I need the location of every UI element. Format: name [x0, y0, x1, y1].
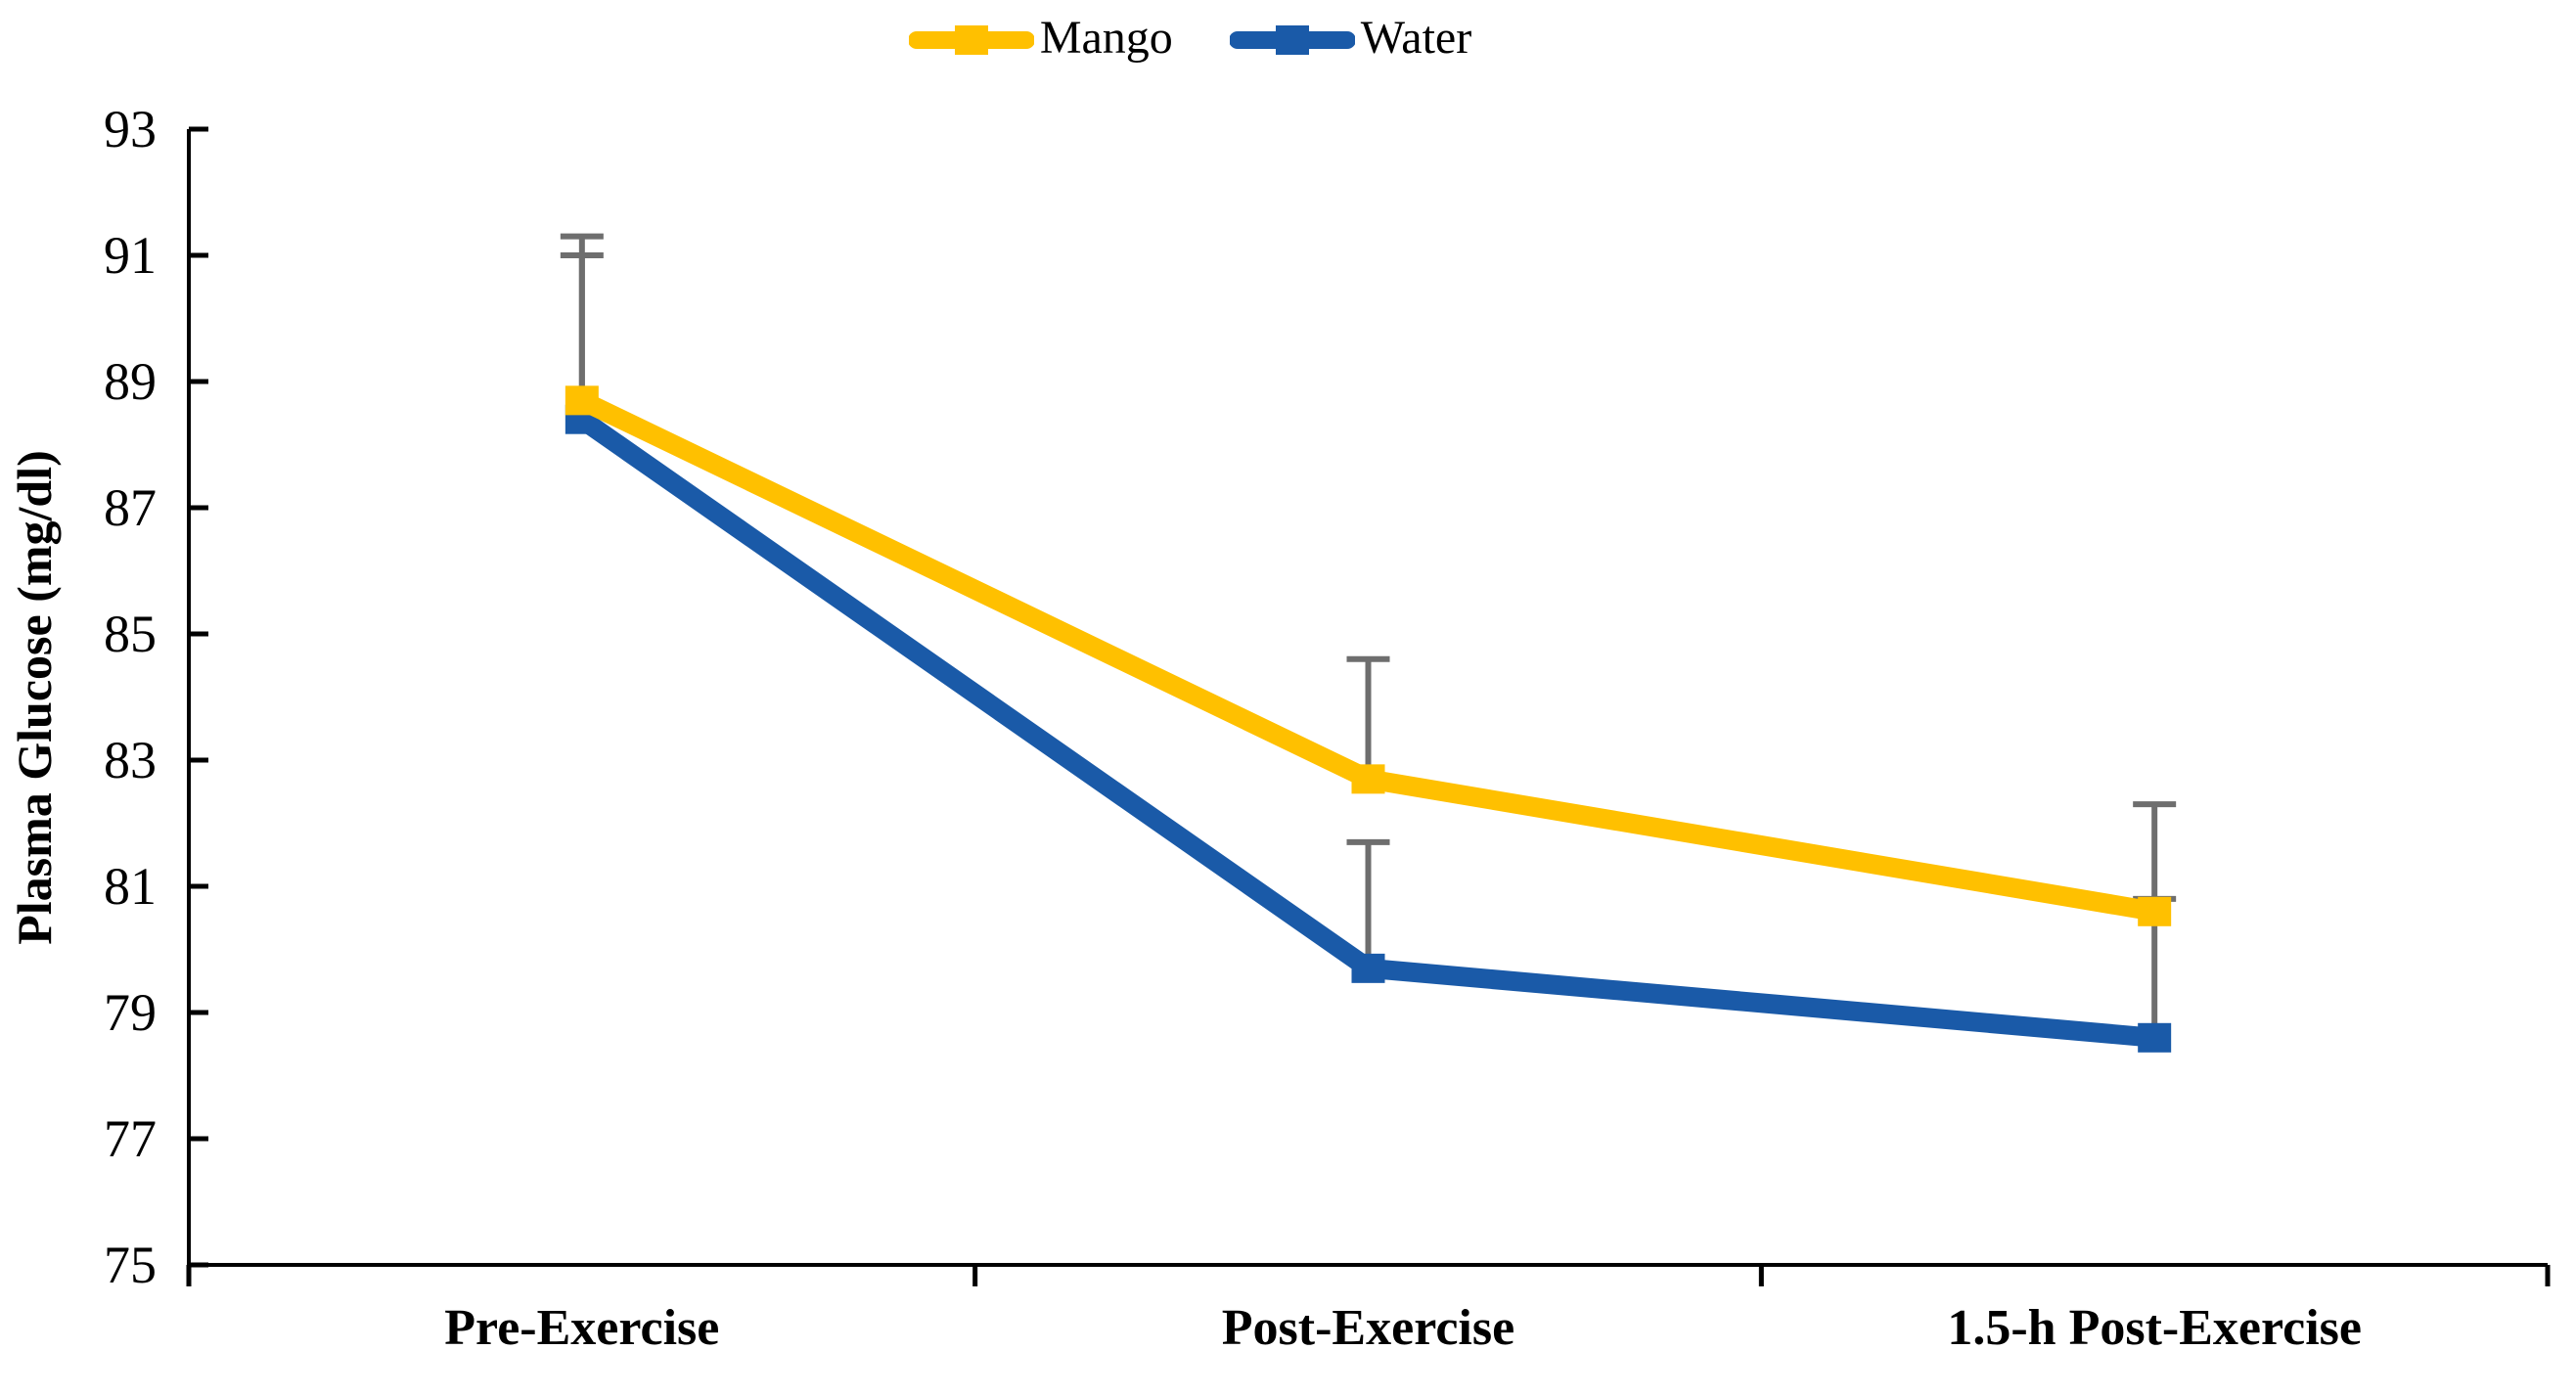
x-category-labels: Pre-Exercise Post-Exercise 1.5-h Post-Exer…	[444, 1300, 2362, 1356]
y-tick-label-93: 93	[104, 100, 157, 158]
legend-item-mango: Mango	[908, 12, 1173, 68]
y-tick-label-89: 89	[104, 352, 157, 411]
legend-marker-mango-icon	[908, 25, 1034, 55]
y-tick-label-75: 75	[104, 1236, 157, 1294]
marker-water-2	[2138, 1022, 2172, 1053]
x-category-label-2: 1.5-h Post-Exercise	[1947, 1300, 2362, 1356]
series-line-mango	[577, 391, 2156, 922]
y-axis-title: Plasma Glucose (mg/dl)	[7, 450, 62, 945]
legend-label-mango: Mango	[1039, 12, 1173, 64]
y-ticks	[189, 126, 208, 1268]
marker-mango-1	[1351, 764, 1385, 794]
x-ticks	[186, 1265, 2551, 1286]
y-tick-label-81: 81	[104, 857, 157, 916]
y-tick-label-91: 91	[104, 226, 157, 285]
legend-label-water: Water	[1360, 12, 1472, 64]
legend-marker-water-icon	[1229, 25, 1355, 55]
y-tick-label-85: 85	[104, 605, 157, 663]
y-tick-label-77: 77	[104, 1109, 157, 1168]
x-category-label-1: Post-Exercise	[1222, 1300, 1514, 1356]
x-category-label-0: Pre-Exercise	[444, 1300, 719, 1356]
y-tick-labels: 75 77 79 81 83 85 87 89 91 93	[104, 100, 157, 1294]
marker-mango-0	[565, 385, 599, 416]
y-tick-label-87: 87	[104, 478, 157, 537]
legend-square-water	[1275, 25, 1309, 55]
legend-square-mango	[954, 25, 988, 55]
marker-mango-2	[2138, 896, 2172, 926]
y-tick-label-83: 83	[104, 731, 157, 789]
legend-item-water: Water	[1229, 12, 1472, 68]
error-bars	[560, 233, 2177, 1038]
axes	[187, 129, 2548, 1267]
y-tick-label-79: 79	[104, 983, 157, 1042]
chart-legend: Mango Water	[0, 12, 2478, 68]
marker-water-1	[1351, 953, 1385, 983]
